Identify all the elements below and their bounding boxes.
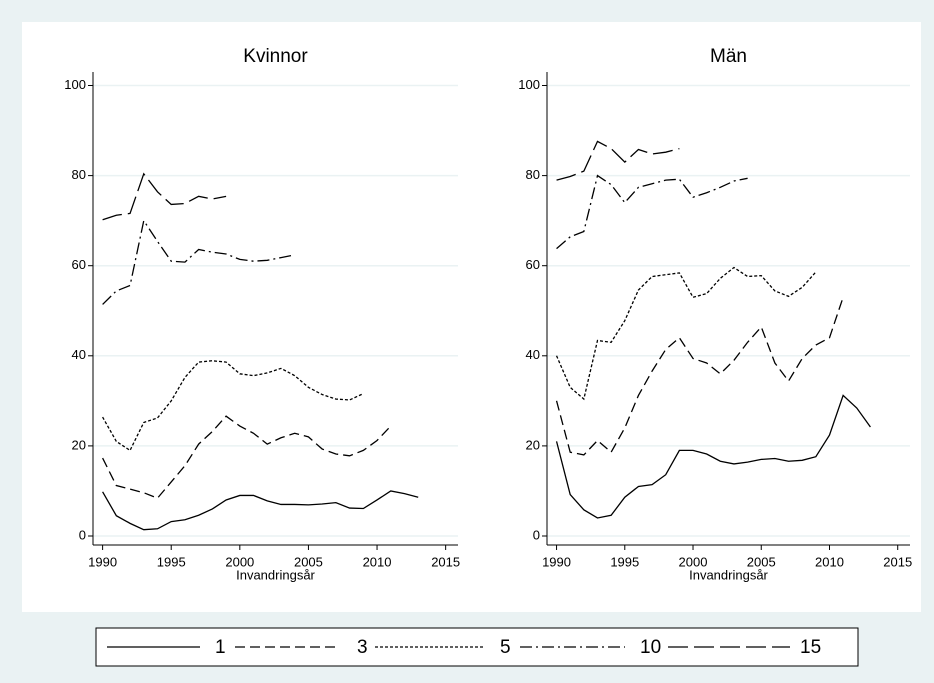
y-tick-label: 80 (72, 167, 86, 182)
x-tick-label: 2000 (225, 554, 254, 569)
x-axis-label: Invandringsår (236, 567, 315, 582)
y-tick-label: 20 (526, 437, 540, 452)
x-tick-label: 1990 (542, 554, 571, 569)
legend-label: 3 (357, 637, 368, 658)
x-tick-label: 2015 (431, 554, 460, 569)
series-line (102, 415, 392, 499)
y-tick-label: 100 (64, 77, 86, 92)
x-tick-label: 1990 (88, 554, 117, 569)
series-line (555, 266, 817, 401)
x-axis-label: Invandringsår (689, 567, 768, 582)
series-line (555, 297, 844, 456)
series-line (102, 360, 364, 452)
legend-label: 1 (215, 637, 226, 658)
y-tick-label: 0 (79, 527, 86, 542)
y-tick-label: 80 (526, 167, 540, 182)
series-line (555, 394, 871, 519)
y-tick-label: 0 (533, 527, 540, 542)
x-tick-label: 2010 (815, 554, 844, 569)
x-tick-label: 1995 (610, 554, 639, 569)
x-tick-label: 2005 (294, 554, 323, 569)
x-tick-label: 2010 (363, 554, 392, 569)
y-tick-label: 60 (72, 257, 86, 272)
legend-label: 15 (800, 637, 821, 658)
x-tick-label: 2000 (679, 554, 708, 569)
x-tick-label: 2015 (883, 554, 912, 569)
legend-label: 5 (500, 637, 511, 658)
y-tick-label: 20 (72, 437, 86, 452)
y-tick-label: 100 (518, 77, 540, 92)
graph-region (22, 22, 921, 612)
y-tick-label: 40 (526, 347, 540, 362)
y-tick-label: 40 (72, 347, 86, 362)
series-line (102, 219, 295, 305)
legend-label: 10 (640, 637, 661, 658)
series-line (102, 490, 419, 531)
series-line (556, 140, 680, 181)
x-tick-label: 1995 (157, 554, 186, 569)
x-tick-label: 2005 (747, 554, 776, 569)
y-tick-label: 60 (526, 257, 540, 272)
series-line (556, 174, 748, 250)
panel-title: Män (710, 46, 747, 67)
series-line (102, 172, 227, 221)
panel-title: Kvinnor (243, 46, 308, 67)
